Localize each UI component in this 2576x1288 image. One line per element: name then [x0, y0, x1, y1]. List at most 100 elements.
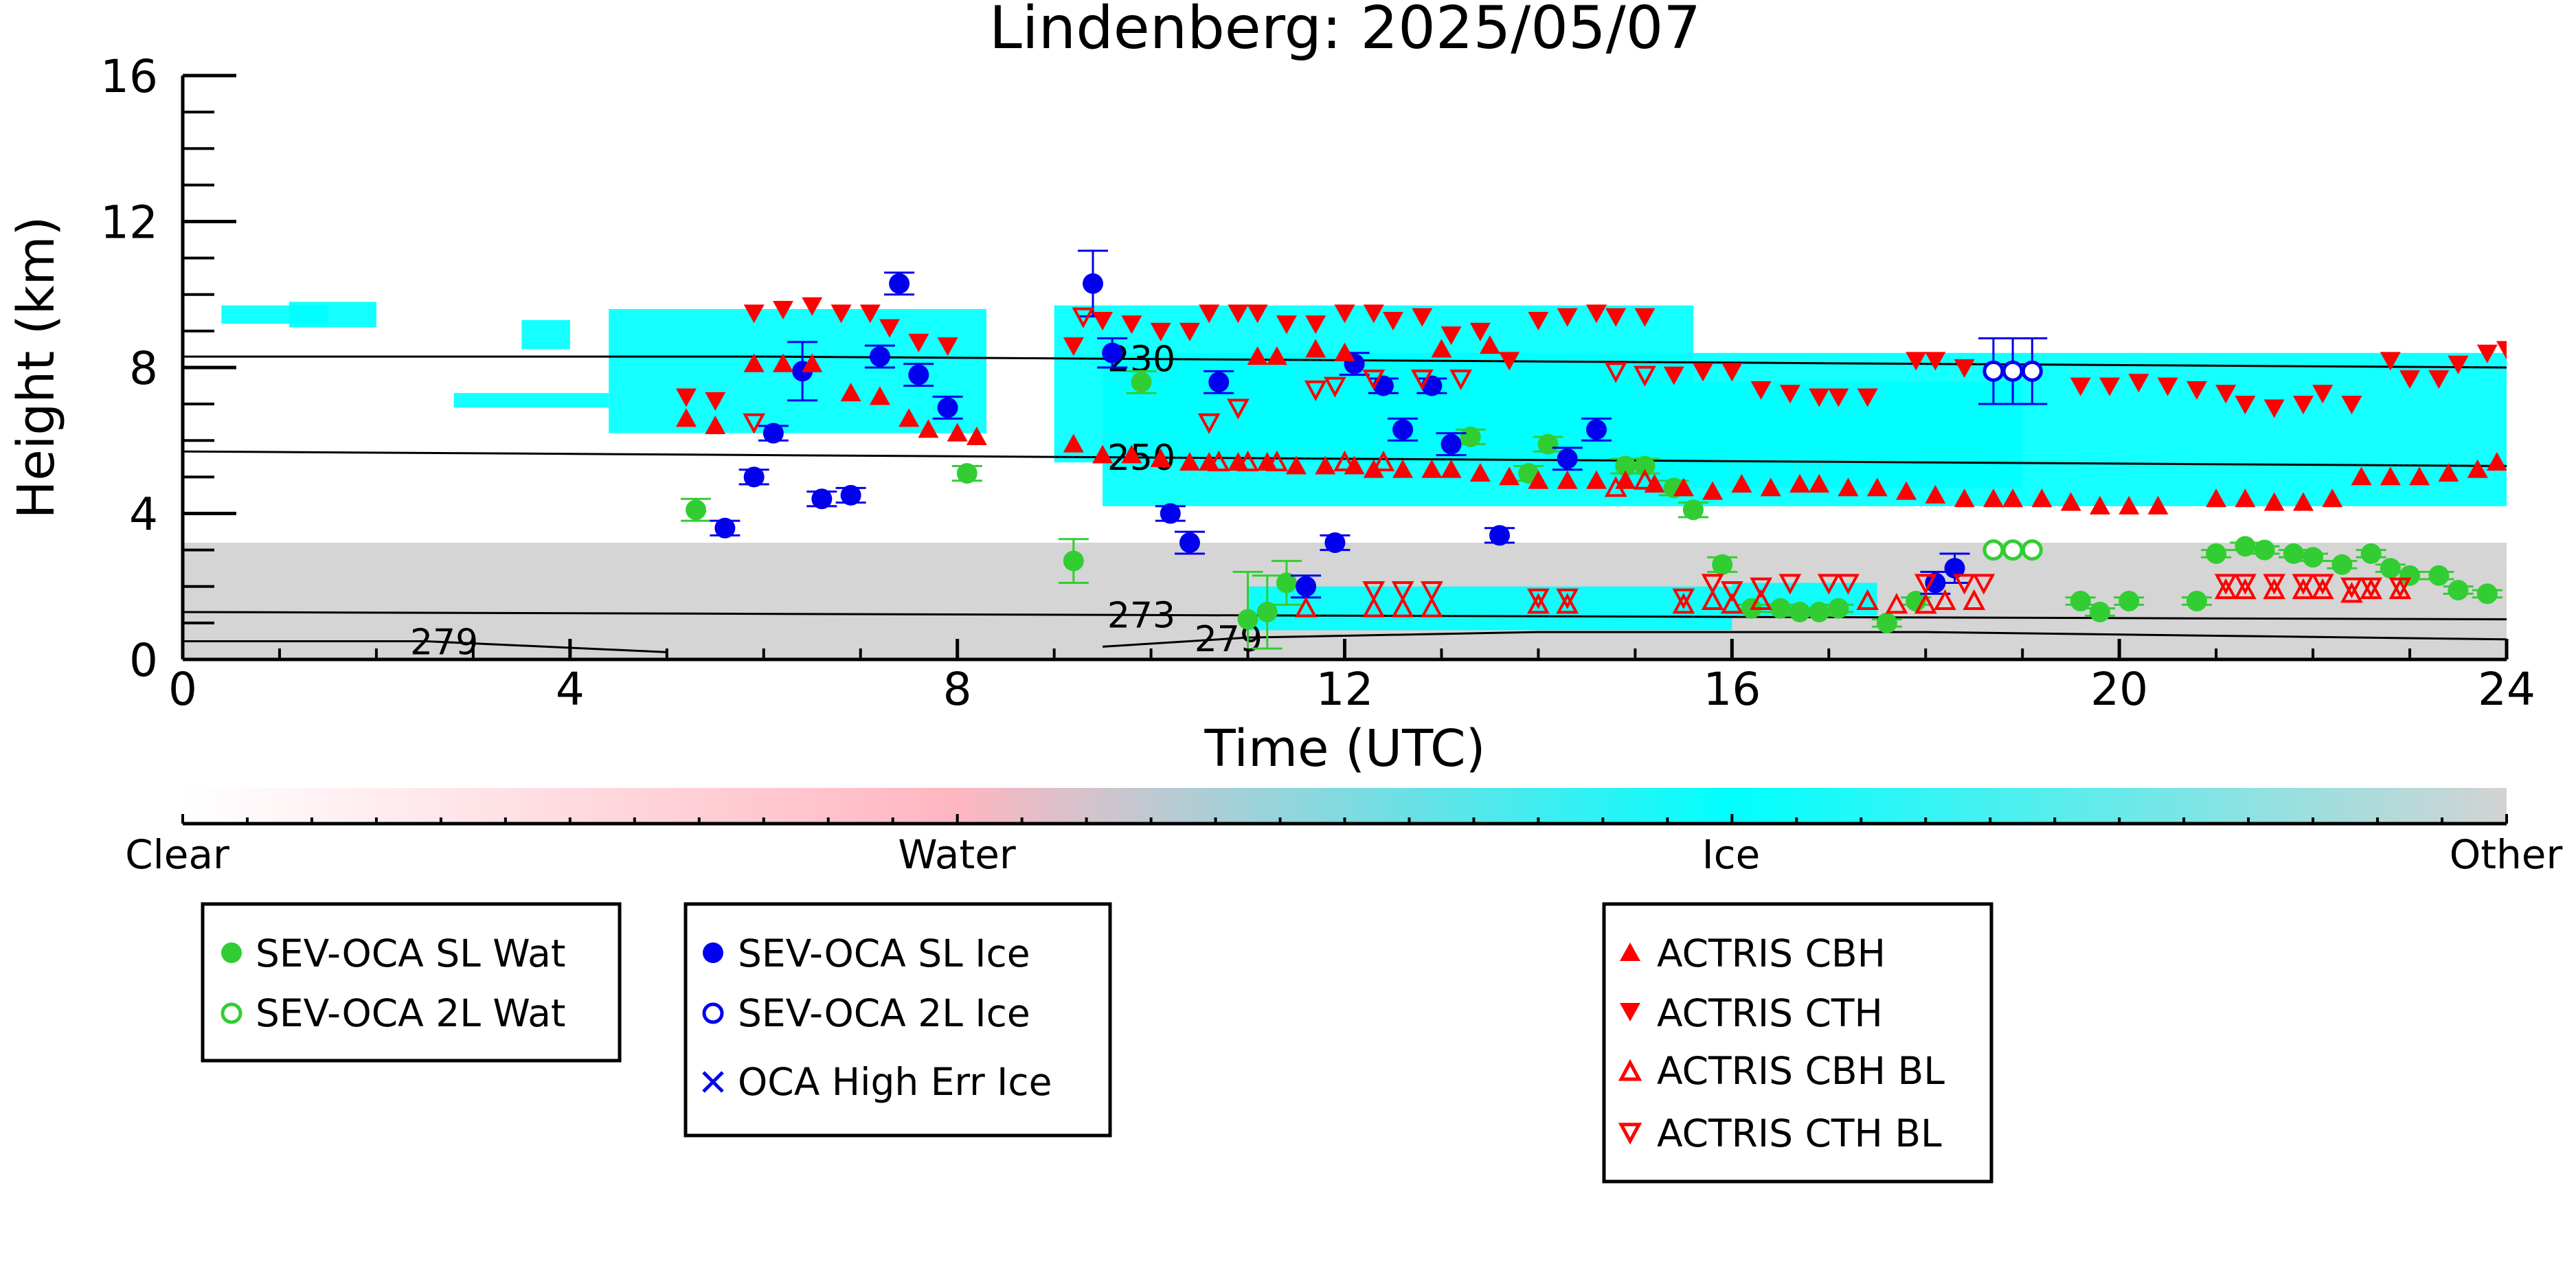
- actris-cbh-point: [1150, 448, 1171, 467]
- actris-cth-bl-point: [1449, 369, 1473, 391]
- cloud-region-other: [183, 543, 2507, 565]
- sev-oca-sl-wat-point: [1770, 598, 1791, 619]
- actris-cbh-bl-point: [2340, 582, 2363, 603]
- actris-cbh-bl-point: [1527, 593, 1550, 614]
- actris-cbh-point: [743, 353, 765, 372]
- x-tick-label: 4: [556, 663, 585, 716]
- colorbar-label-other: Other: [2450, 831, 2563, 878]
- sev-oca-sl-ice-point: [1179, 532, 1200, 553]
- series-layer: [675, 249, 2507, 659]
- actris-cbh-point: [966, 426, 987, 445]
- actris-cbh-bl-point: [1701, 589, 1724, 610]
- actris-cbh-point: [2235, 488, 2256, 508]
- actris-cth-point: [1809, 388, 1830, 407]
- actris-cbh-bl-point: [1672, 593, 1695, 614]
- sev-oca-sl-ice-point: [1557, 448, 1578, 469]
- actris-cbh-point: [918, 419, 939, 438]
- actris-cbh-point: [2089, 495, 2110, 515]
- actris-cbh-point: [1247, 346, 1268, 365]
- legend-label-cth-bl: ACTRIS CTH BL: [1657, 1111, 1942, 1155]
- actris-cbh-point: [1615, 470, 1636, 489]
- actris-cbh-bl-point: [1914, 593, 1937, 614]
- actris-cth-point: [859, 304, 881, 324]
- actris-cbh-point: [1479, 335, 1500, 354]
- actris-cbh-point: [1092, 444, 1114, 464]
- actris-cbh-bl-point: [1421, 596, 1443, 618]
- sev-oca-sl-ice-point: [743, 466, 765, 488]
- actris-cth-point: [937, 337, 958, 357]
- actris-cbh-point: [1179, 452, 1200, 471]
- legend-label-cbh: ACTRIS CBH: [1657, 931, 1886, 975]
- legend-water-frame: [201, 902, 622, 1063]
- actris-cbh-point: [2438, 463, 2459, 482]
- legend-ice: SEV-OCA SL Ice SEV-OCA 2L Ice OCA High E…: [683, 902, 1112, 1138]
- legend-label-cbh-bl: ACTRIS CBH BL: [1657, 1049, 1945, 1093]
- actris-cth-point: [2070, 377, 2091, 396]
- actris-cbh-point: [1789, 474, 1811, 493]
- actris-cbh-bl-point: [1265, 450, 1289, 472]
- isotherm-line: [1103, 631, 2507, 648]
- sev-oca-sl-ice-point: [869, 346, 890, 368]
- cloud-region-ice: [1538, 382, 2023, 488]
- sev-oca-sl-wat-point: [956, 463, 978, 484]
- actris-cth-bl-point: [1362, 581, 1386, 602]
- actris-cth-point: [1954, 359, 1975, 378]
- actris-cbh-point: [1760, 477, 1781, 497]
- actris-cth-bl-point: [1410, 369, 1434, 391]
- actris-cbh-point: [947, 422, 968, 442]
- actris-cth-bl-point: [1778, 574, 1802, 595]
- actris-cbh-point: [1954, 488, 1975, 508]
- sev-oca-sl-wat-point: [1460, 426, 1481, 447]
- actris-cbh-bl-point: [1372, 450, 1395, 472]
- actris-cbh-point: [2486, 452, 2507, 471]
- colorbar-label-clear: Clear: [125, 831, 229, 878]
- actris-cbh-point: [2031, 488, 2053, 508]
- sev-oca-sl-ice-point: [908, 364, 929, 385]
- actris-cth-point: [705, 392, 726, 411]
- sev-oca-sl-wat-point: [1063, 550, 1084, 572]
- actris-cth-bl-point: [1556, 588, 1579, 609]
- x-tick-label: 16: [1703, 663, 1761, 716]
- actris-cbh-bl-point: [1963, 589, 1986, 610]
- sev-oca-sl-ice-point: [1925, 572, 1946, 594]
- legend-water: SEV-OCA SL Wat SEV-OCA 2L Wat: [201, 902, 622, 1063]
- actris-cbh-point: [1673, 477, 1694, 497]
- actris-cbh-point: [1228, 452, 1249, 471]
- actris-cth-point: [1857, 388, 1878, 407]
- actris-cth-point: [1276, 315, 1297, 335]
- sev-oca-sl-wat-point: [1131, 372, 1152, 393]
- isotherm-line: [183, 611, 2507, 621]
- actris-cbh-point: [2060, 492, 2081, 511]
- actris-cth-point: [1199, 304, 1220, 324]
- actris-cth-point: [1828, 388, 1849, 407]
- actris-cth-bl-point: [1837, 574, 1860, 595]
- sev-oca-sl-ice-point: [1160, 503, 1181, 524]
- actris-cth-point: [1634, 308, 1656, 327]
- isotherm-line: [183, 450, 2507, 467]
- sev-oca-sl-wat-point: [1256, 601, 1278, 622]
- actris-cth-point: [1382, 311, 1403, 330]
- x-tick-label: 24: [2478, 663, 2535, 716]
- actris-cth-point: [1150, 322, 1171, 341]
- sev-oca-sl-wat-point: [1712, 554, 1733, 575]
- x-axis-label: Time (UTC): [1204, 719, 1485, 778]
- actris-cbh-point: [1528, 470, 1549, 489]
- actris-cth-bl-point: [1527, 588, 1550, 609]
- colorbar-label-water: Water: [898, 831, 1016, 878]
- sev-oca-sl-wat-point: [2089, 601, 2110, 622]
- sev-oca-sl-ice-point: [840, 484, 861, 506]
- actris-cth-point: [1412, 308, 1433, 327]
- actris-cth-point: [1528, 311, 1549, 330]
- y-tick-label: 0: [129, 634, 158, 687]
- y-axis-label: Height (km): [7, 216, 66, 519]
- actris-cbh-point: [1702, 481, 1724, 500]
- sev-oca-sl-ice-point: [1585, 419, 1607, 440]
- actris-cbh-point: [1838, 477, 1859, 497]
- sev-oca-sl-wat-point: [1537, 433, 1559, 455]
- sev-oca-2l-wat-point: [2002, 539, 2024, 561]
- actris-cbh-point: [1982, 488, 2004, 508]
- sev-oca-sl-ice-point: [1324, 532, 1346, 553]
- actris-cth-bl-point: [1072, 307, 1095, 328]
- actris-cbh-bl-point: [1236, 450, 1259, 472]
- actris-cbh-bl-point: [1934, 589, 1956, 610]
